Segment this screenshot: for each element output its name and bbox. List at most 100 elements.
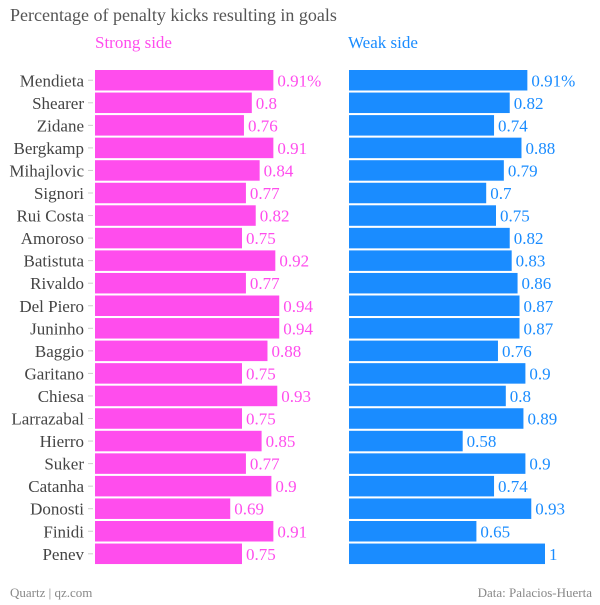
data-label: 0.82 [514,94,544,113]
bar-strong [95,430,262,452]
data-label: 0.75 [500,207,530,226]
bar-weak [349,295,520,316]
data-label: 0.9 [529,455,550,474]
data-label: 0.74 [498,477,528,496]
data-label: 0.76 [502,342,532,361]
category-label: Catanha [28,477,84,496]
data-label: 0.7 [490,184,512,203]
category-label: Rui Costa [16,207,84,226]
bar-strong [95,250,276,271]
bar-strong [95,137,274,159]
bar-strong [95,115,244,136]
chart-title: Percentage of penalty kicks resulting in… [10,5,337,25]
category-label: Amoroso [21,229,84,248]
legend-weak-side: Weak side [348,33,418,52]
bar-weak [349,385,506,407]
category-label: Mihajlovic [9,161,84,180]
category-label: Zidane [37,116,84,135]
bar-weak [349,272,518,294]
data-label: 0.92 [279,252,309,271]
bar-weak [349,137,522,159]
data-label: 0.94 [283,297,313,316]
category-label: Chiesa [38,387,85,406]
data-label: 0.65 [480,522,510,541]
data-label: 0.85 [266,432,296,451]
data-label: 0.84 [264,161,294,180]
data-label: 0.89 [527,410,557,429]
bar-strong [95,318,280,339]
legend-strong-side: Strong side [95,33,172,52]
bar-strong [95,385,278,407]
category-label: Penev [42,545,84,564]
category-label: Baggio [35,342,84,361]
bar-weak [349,430,463,452]
bar-weak [349,453,526,474]
data-label: 0.93 [281,387,311,406]
bar-weak [349,92,510,114]
category-label: Suker [44,455,84,474]
bar-strong [95,182,246,204]
bar-strong [95,475,272,497]
data-label: 0.74 [498,116,528,135]
footer-source-left: Quartz | qz.com [10,585,93,600]
data-label: 0.91 [277,139,307,158]
data-label: 0.77 [250,274,280,293]
data-label: 0.9 [275,477,296,496]
data-label: 0.82 [514,229,544,248]
data-label: 0.88 [525,139,555,158]
data-label: 0.75 [246,364,276,383]
category-label: Mendieta [20,71,85,90]
bar-weak [349,70,528,91]
data-label: 0.88 [271,342,301,361]
data-label: 0.58 [467,432,497,451]
bar-weak [349,318,520,339]
bar-strong [95,363,242,384]
category-label: Garitano [25,364,84,383]
data-label: 0.75 [246,545,276,564]
bar-weak [349,363,526,384]
bar-weak [349,227,510,249]
data-label: 0.82 [260,207,290,226]
bar-strong [95,70,274,91]
bar-weak [349,475,495,497]
bar-weak [349,521,477,542]
bar-strong [95,340,268,362]
bar-strong [95,543,242,565]
data-label: 0.76 [248,116,278,135]
data-label: 0.87 [524,319,554,338]
bar-strong [95,521,274,542]
category-label: Juninho [30,319,84,338]
bar-weak [349,160,504,181]
category-label: Larrazabal [11,410,84,429]
data-label: 0.83 [516,252,546,271]
data-label: 0.86 [522,274,552,293]
data-label: 0.91% [277,71,321,90]
data-label: 0.9 [529,364,550,383]
bar-strong [95,408,242,429]
data-label: 0.91% [531,71,575,90]
category-label: Donosti [30,500,84,519]
bar-strong [95,227,242,249]
data-label: 0.91 [277,522,307,541]
data-label: 0.87 [524,297,554,316]
bar-weak [349,250,512,271]
category-label: Finidi [43,522,84,541]
bar-weak [349,205,496,226]
bar-strong [95,498,231,519]
category-label: Signori [34,184,84,203]
bar-strong [95,272,246,294]
data-label: 0.79 [508,161,538,180]
data-label: 0.8 [256,94,277,113]
bar-strong [95,205,256,226]
data-label: 0.8 [510,387,531,406]
bar-weak [349,340,498,362]
footer-source-right: Data: Palacios-Huerta [477,585,592,600]
category-label: Shearer [32,94,84,113]
category-label: Del Piero [19,297,84,316]
category-label: Rivaldo [30,274,84,293]
bar-strong [95,160,260,181]
data-label: 0.69 [234,500,264,519]
data-label: 0.77 [250,455,280,474]
data-label: 0.75 [246,229,276,248]
